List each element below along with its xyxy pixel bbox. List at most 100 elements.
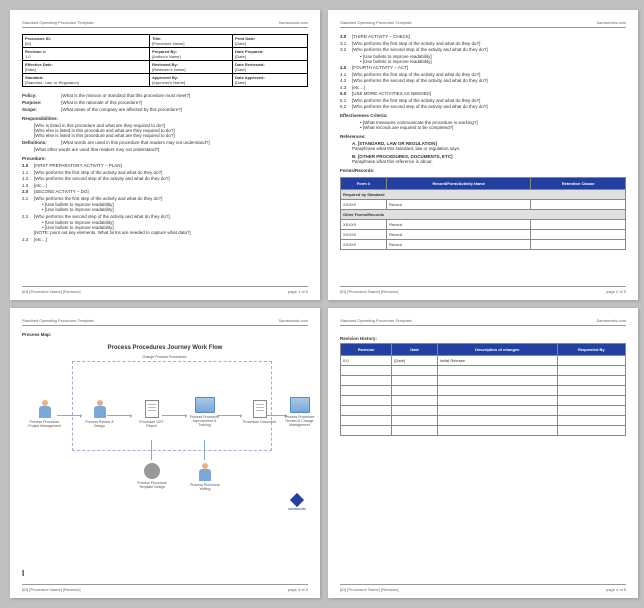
header-left: Standard Operating Procedure Template xyxy=(340,20,412,25)
step-text: [USE MORE ACTIVITIES AS NEEDED] xyxy=(352,91,431,96)
cell xyxy=(557,386,625,396)
node-label: Procedure GST Report xyxy=(134,420,169,428)
cell-val: [Author's Name] xyxy=(152,54,181,59)
def-1: [What words are used in this procedure t… xyxy=(61,140,209,145)
flow-node-3: Procedure GST Report xyxy=(134,400,169,428)
resp-3: [Who else is listed in this procedure an… xyxy=(34,133,308,138)
step-num: 4.1 xyxy=(340,72,352,77)
cell: Record xyxy=(387,240,531,250)
forms-heading: Forms/Records: xyxy=(340,168,626,173)
flow-diagram: Change Process Procedures Process Proced… xyxy=(22,365,308,525)
cell xyxy=(531,240,626,250)
step-text: [FOURTH ACTIVITY – ACT] xyxy=(352,65,408,70)
node-label: Process Procedure Improvement & Training xyxy=(187,415,222,427)
step-num: 5.0 xyxy=(340,91,352,96)
step-num: 3.2 xyxy=(340,47,352,52)
header-right: Samswords.com xyxy=(278,20,308,25)
cell xyxy=(341,406,392,416)
cell xyxy=(341,426,392,436)
flow-node-7: Process Procedure Template Design xyxy=(132,463,172,489)
page-footer: [ID] [Procedure Name] [Revision] page 3 … xyxy=(22,584,308,592)
step-num: 5.1 xyxy=(340,98,352,103)
cell xyxy=(341,416,392,426)
cell: Initial Release xyxy=(437,356,557,366)
page-header: Standard Operating Procedure Template Sa… xyxy=(340,318,626,326)
step-num: 3.0 xyxy=(340,34,352,39)
step-num: 1.3 xyxy=(22,183,34,188)
step-text: [etc…] xyxy=(34,237,47,242)
cell-val: [ID] xyxy=(25,41,31,46)
forms-table: Form # Record/Form/Activity Name Retenti… xyxy=(340,177,626,250)
flow-node-5: Procedure Document xyxy=(242,400,277,424)
def-label: Definitions: xyxy=(22,140,60,145)
cell: [Date] xyxy=(392,356,438,366)
page-footer: [ID] [Procedure Name] [Revision] page 4 … xyxy=(340,584,626,592)
footer-left: [ID] [Procedure Name] [Revision] xyxy=(340,289,398,294)
flow-node-8: Process Procedure Writing xyxy=(185,463,225,491)
step-text: [etc…] xyxy=(34,183,47,188)
cell: Record xyxy=(387,230,531,240)
cell xyxy=(437,376,557,386)
page-footer: [ID] [Procedure Name] [Revision] page 1 … xyxy=(22,286,308,294)
arrow-icon xyxy=(204,440,205,460)
page-2: Standard Operating Procedure Template Sa… xyxy=(328,10,638,300)
logo-text: samswords xyxy=(277,507,317,511)
step-num: 3.1 xyxy=(340,41,352,46)
page-header: Standard Operating Procedure Template Sa… xyxy=(340,20,626,28)
bullet-text: [Use bullets to improve readability] xyxy=(42,207,308,212)
step-text: [Who performs the second step of the act… xyxy=(352,78,488,83)
step-num: 1.1 xyxy=(22,170,34,175)
proc-heading: Procedure: xyxy=(22,156,308,161)
cell: XXXXX xyxy=(341,230,387,240)
rev-th: Date xyxy=(392,344,438,356)
node-label: Process Review & Design xyxy=(82,420,117,428)
rev-heading: Revision History: xyxy=(340,336,626,341)
header-left: Standard Operating Procedure Template xyxy=(22,20,94,25)
footer-left: [ID] [Procedure Name] [Revision] xyxy=(22,289,80,294)
cell: XXXXX xyxy=(341,240,387,250)
cell xyxy=(341,396,392,406)
policy-label: Policy: xyxy=(22,93,60,98)
flow-node-4: Process Procedure Improvement & Training xyxy=(187,397,222,427)
cell-val: [Standard, Law, or Regulation] xyxy=(25,80,79,85)
header-left: Standard Operating Procedure Template xyxy=(22,318,94,323)
person-icon xyxy=(38,400,52,418)
arrow-icon xyxy=(151,440,152,460)
cell xyxy=(437,426,557,436)
cell xyxy=(341,366,392,376)
step-text: [Who performs the first step of the acti… xyxy=(352,98,480,103)
flow-node-1: Process Procedure Project Management xyxy=(27,400,62,428)
step-num: 4.3 xyxy=(340,85,352,90)
eff-heading: Effectiveness Criteria: xyxy=(340,113,626,118)
step-text: [THIRD ACTIVITY – CHECK] xyxy=(352,34,410,39)
computer-icon xyxy=(195,397,215,413)
forms-th: Retention Clause xyxy=(531,178,626,190)
cell xyxy=(392,416,438,426)
rev-th: Description of changes xyxy=(437,344,557,356)
cell xyxy=(341,376,392,386)
group-label: Change Process Procedures xyxy=(142,355,187,359)
step-num: 2.2 xyxy=(22,214,34,219)
header-left: Standard Operating Procedure Template xyxy=(340,318,412,323)
forms-sub: Required by Standard xyxy=(341,190,626,200)
cell xyxy=(392,426,438,436)
info-table: Procedure ID:[ID] Title:[Procedure Name]… xyxy=(22,34,308,87)
cell xyxy=(531,200,626,210)
page-header: Standard Operating Procedure Template Sa… xyxy=(22,318,308,326)
header-right: Samswords.com xyxy=(278,318,308,323)
node-label: Process Procedure Template Design xyxy=(132,481,172,489)
step-text: [Who performs the first step of the acti… xyxy=(352,41,480,46)
step-num: 2.0 xyxy=(22,189,34,194)
ref-b-text: Paraphrase what this reference is about. xyxy=(352,159,626,164)
step-text: [Who performs the first step of the acti… xyxy=(34,170,162,175)
footer-page: page 1 of 5 xyxy=(288,289,308,294)
cell xyxy=(557,406,625,416)
cell xyxy=(557,426,625,436)
purpose-text: [What is the rationale of this procedure… xyxy=(61,100,142,105)
cell xyxy=(341,386,392,396)
forms-sub: Other Forms/Records xyxy=(341,210,626,220)
step-num: 4.0 xyxy=(340,65,352,70)
cell xyxy=(531,230,626,240)
step-num: 2.3 xyxy=(22,237,34,242)
cell-val: [Date] xyxy=(235,54,246,59)
